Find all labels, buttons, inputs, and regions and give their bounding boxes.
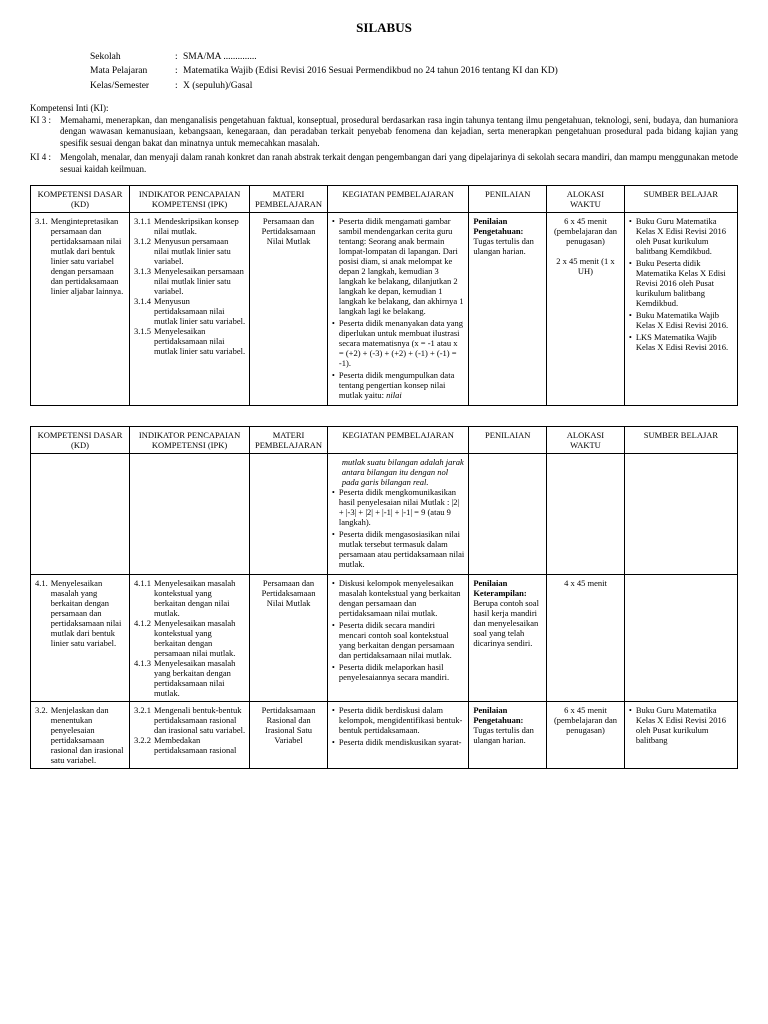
syllabus-table-2: KOMPETENSI DASAR (KD) INDIKATOR PENCAPAI… xyxy=(30,426,738,769)
syllabus-table-1: KOMPETENSI DASAR (KD) INDIKATOR PENCAPAI… xyxy=(30,185,738,406)
kelas-label: Kelas/Semester xyxy=(90,79,175,93)
ipk-num: 3.1.1 xyxy=(134,216,151,236)
table-header-row: KOMPETENSI DASAR (KD) INDIKATOR PENCAPAI… xyxy=(31,186,738,213)
ipk-text: Menyusun persamaan nilai mutlak linier s… xyxy=(154,236,245,266)
ipk-text: Menyelesaikan masalah yang berkaitan den… xyxy=(154,658,245,698)
mapel-label: Mata Pelajaran xyxy=(90,64,175,78)
kd-num: 4.1. xyxy=(35,578,48,648)
header-info: Sekolah : SMA/MA .............. Mata Pel… xyxy=(90,50,738,93)
table-header-row: KOMPETENSI DASAR (KD) INDIKATOR PENCAPAI… xyxy=(31,427,738,454)
col-materi: MATERI PEMBELAJARAN xyxy=(250,427,328,454)
col-kd: KOMPETENSI DASAR (KD) xyxy=(31,427,130,454)
kd-text: Menjelaskan dan menentukan penyelesaian … xyxy=(51,705,125,765)
ki3-label: KI 3 : xyxy=(30,115,60,150)
kegiatan-item: Peserta didik mendiskusikan syarat- xyxy=(339,737,462,747)
kegiatan-item: Peserta didik menanyakan data yang diper… xyxy=(339,318,464,368)
ipk-text: Membedakan pertidaksamaan rasional xyxy=(154,735,245,755)
materi-cell: Pertidaksamaan Rasional dan Irasional Sa… xyxy=(250,702,328,769)
kegiatan-item: Diskusi kelompok menyelesaikan masalah k… xyxy=(339,578,464,618)
ipk-text: Menyelesaikan pertidaksamaan nilai mutla… xyxy=(154,326,245,356)
ipk-text: Menyusun pertidaksamaan nilai mutlak lin… xyxy=(154,296,245,326)
ki-title: Kompetensi Inti (KI): xyxy=(30,103,738,113)
penilaian-text: Tugas tertulis dan ulangan harian. xyxy=(473,725,534,745)
sekolah-value: SMA/MA .............. xyxy=(183,50,257,64)
alokasi-text: 2 x 45 menit (1 x UH) xyxy=(551,256,620,276)
kd-num: 3.2. xyxy=(35,705,48,765)
mapel-value: Matematika Wajib (Edisi Revisi 2016 Sesu… xyxy=(183,64,558,78)
col-kd: KOMPETENSI DASAR (KD) xyxy=(31,186,130,213)
doc-title: SILABUS xyxy=(30,20,738,36)
kegiatan-cont: mutlak suatu bilangan adalah jarak antar… xyxy=(342,457,464,487)
alokasi-text: 4 x 45 menit xyxy=(547,575,625,702)
col-sumber: SUMBER BELAJAR xyxy=(624,427,737,454)
col-materi: MATERI PEMBELAJARAN xyxy=(250,186,328,213)
kegiatan-item: Peserta didik melaporkan hasil penyelesa… xyxy=(339,662,464,682)
ipk-num: 3.2.2 xyxy=(134,735,151,755)
sumber-item: Buku Peserta didik Matematika Kelas X Ed… xyxy=(636,258,733,308)
ki3-text: Memahami, menerapkan, dan menganalisis p… xyxy=(60,115,738,150)
col-ipk: INDIKATOR PENCAPAIAN KOMPETENSI (IPK) xyxy=(129,427,249,454)
penilaian-title: Penilaian Pengetahuan: xyxy=(473,705,523,725)
ipk-text: Menyelesaikan masalah kontekstual yang b… xyxy=(154,618,245,658)
kd-num: 3.1. xyxy=(35,216,48,296)
penilaian-title: Penilaian Keterampilan: xyxy=(473,578,526,598)
ki4-text: Mengolah, menalar, dan menyaji dalam ran… xyxy=(60,152,738,175)
ki4-label: KI 4 : xyxy=(30,152,60,175)
col-kegiatan: KEGIATAN PEMBELAJARAN xyxy=(327,186,468,213)
kegiatan-item: Peserta didik berdiskusi dalam kelompok,… xyxy=(339,705,464,735)
sumber-item: Buku Matematika Wajib Kelas X Edisi Revi… xyxy=(636,310,733,330)
ipk-num: 4.1.2 xyxy=(134,618,151,658)
ipk-text: Mendeskripsikan konsep nilai mutlak. xyxy=(154,216,245,236)
ipk-num: 3.2.1 xyxy=(134,705,151,735)
kegiatan-item: Peserta didik mengasosiasikan nilai mutl… xyxy=(339,529,464,569)
col-penilaian: PENILAIAN xyxy=(469,186,547,213)
table-row: 3.1.Mengintepretasikan persamaan dan per… xyxy=(31,213,738,406)
materi-cell: Persamaan dan Pertidaksamaan Nilai Mutla… xyxy=(250,213,328,406)
table-row: 3.2.Menjelaskan dan menentukan penyelesa… xyxy=(31,702,738,769)
sumber-item: LKS Matematika Wajib Kelas X Edisi Revis… xyxy=(636,332,733,352)
col-kegiatan: KEGIATAN PEMBELAJARAN xyxy=(327,427,468,454)
kegiatan-item: Peserta didik mengkomunikasikan hasil pe… xyxy=(339,487,464,527)
ipk-num: 3.1.2 xyxy=(134,236,151,266)
col-alokasi: ALOKASI WAKTU xyxy=(547,186,625,213)
kegiatan-italic: nilai xyxy=(386,390,402,400)
ipk-num: 3.1.4 xyxy=(134,296,151,326)
kegiatan-item: Peserta didik mengamati gambar sambil me… xyxy=(339,216,464,316)
kd-text: Menyelesaikan masalah yang berkaitan den… xyxy=(51,578,125,648)
col-sumber: SUMBER BELAJAR xyxy=(624,186,737,213)
table-row: mutlak suatu bilangan adalah jarak antar… xyxy=(31,454,738,575)
kelas-value: X (sepuluh)/Gasal xyxy=(183,79,252,93)
ipk-text: Menyelesaikan masalah kontekstual yang b… xyxy=(154,578,245,618)
alokasi-text: 6 x 45 menit (pembelajaran dan penugasan… xyxy=(547,702,625,769)
ipk-num: 4.1.3 xyxy=(134,658,151,698)
kegiatan-item: Peserta didik secara mandiri mencari con… xyxy=(339,620,464,660)
ipk-text: Menyelesaikan persamaan nilai mutlak lin… xyxy=(154,266,245,296)
sumber-item: Buku Guru Matematika Kelas X Edisi Revis… xyxy=(636,216,733,256)
materi-cell: Persamaan dan Pertidaksamaan Nilai Mutla… xyxy=(250,575,328,702)
ipk-text: Mengenali bentuk-bentuk pertidaksamaan r… xyxy=(154,705,245,735)
ki-section: Kompetensi Inti (KI): KI 3 : Memahami, m… xyxy=(30,103,738,175)
ipk-num: 4.1.1 xyxy=(134,578,151,618)
penilaian-title: Penilaian Pengetahuan: xyxy=(473,216,523,236)
sumber-item: Buku Guru Matematika Kelas X Edisi Revis… xyxy=(636,705,733,745)
col-alokasi: ALOKASI WAKTU xyxy=(547,427,625,454)
ipk-num: 3.1.5 xyxy=(134,326,151,356)
alokasi-text: 6 x 45 menit (pembelajaran dan penugasan… xyxy=(551,216,620,246)
sekolah-label: Sekolah xyxy=(90,50,175,64)
kd-text: Mengintepretasikan persamaan dan pertida… xyxy=(51,216,125,296)
penilaian-text: Tugas tertulis dan ulangan harian. xyxy=(473,236,534,256)
ipk-num: 3.1.3 xyxy=(134,266,151,296)
col-penilaian: PENILAIAN xyxy=(469,427,547,454)
penilaian-text: Berupa contoh soal hasil kerja mandiri d… xyxy=(473,598,539,648)
table-row: 4.1.Menyelesaikan masalah yang berkaitan… xyxy=(31,575,738,702)
col-ipk: INDIKATOR PENCAPAIAN KOMPETENSI (IPK) xyxy=(129,186,249,213)
